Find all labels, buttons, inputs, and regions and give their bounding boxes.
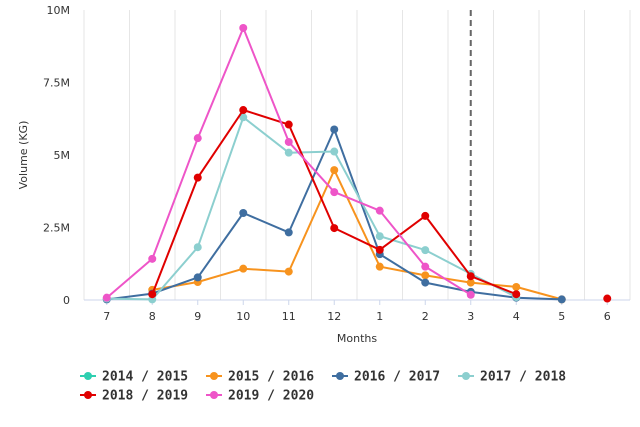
- legend-swatch-dot: [210, 391, 218, 399]
- x-tick-label: 12: [327, 310, 341, 323]
- data-point[interactable]: [102, 293, 111, 302]
- series-line: [106, 27, 472, 299]
- x-tick-label: 1: [376, 310, 383, 323]
- series-line: [106, 116, 517, 301]
- legend-item[interactable]: 2018 / 2019: [80, 389, 188, 404]
- legend-label: 2014 / 2015: [102, 370, 188, 385]
- data-point[interactable]: [375, 232, 384, 241]
- data-point[interactable]: [284, 120, 293, 129]
- legend-swatch-dot: [84, 372, 92, 380]
- data-point[interactable]: [421, 211, 430, 220]
- data-point[interactable]: [375, 262, 384, 271]
- data-point[interactable]: [148, 254, 157, 263]
- data-point[interactable]: [512, 290, 521, 299]
- data-point[interactable]: [557, 295, 566, 304]
- data-point[interactable]: [239, 113, 248, 122]
- data-point[interactable]: [330, 125, 339, 134]
- y-tick-label: 7.5M: [43, 77, 70, 90]
- x-tick-label: 3: [467, 310, 474, 323]
- legend-label: 2019 / 2020: [228, 389, 314, 404]
- grid: [83, 10, 631, 300]
- x-tick-label: 11: [282, 310, 296, 323]
- data-point[interactable]: [330, 147, 339, 156]
- data-point[interactable]: [466, 290, 475, 299]
- x-tick-label: 9: [194, 310, 201, 323]
- legend-swatch-dot: [462, 372, 470, 380]
- data-point[interactable]: [421, 246, 430, 255]
- x-tick-label: 6: [604, 310, 611, 323]
- legend-item[interactable]: 2015 / 2016: [206, 370, 314, 385]
- data-point[interactable]: [239, 106, 248, 115]
- data-point[interactable]: [375, 206, 384, 215]
- series-group: [102, 23, 612, 304]
- y-tick-label: 10M: [47, 4, 71, 17]
- data-point[interactable]: [239, 23, 248, 32]
- data-point[interactable]: [193, 243, 202, 252]
- x-tick-label: 5: [558, 310, 565, 323]
- legend-swatch-dot: [336, 372, 344, 380]
- data-point[interactable]: [239, 264, 248, 273]
- y-axis-title: Volume (KG): [17, 121, 30, 190]
- x-tick-label: 8: [149, 310, 156, 323]
- legend-swatch-dot: [210, 372, 218, 380]
- series: [148, 106, 612, 303]
- legend-item[interactable]: 2017 / 2018: [458, 370, 566, 385]
- data-point[interactable]: [284, 267, 293, 276]
- legend-label: 2018 / 2019: [102, 389, 188, 404]
- data-point[interactable]: [421, 278, 430, 287]
- data-point[interactable]: [466, 272, 475, 281]
- legend-item[interactable]: 2016 / 2017: [332, 370, 440, 385]
- data-point[interactable]: [330, 166, 339, 175]
- data-point[interactable]: [284, 148, 293, 157]
- legend-label: 2015 / 2016: [228, 370, 314, 385]
- legend-item[interactable]: 2019 / 2020: [206, 389, 314, 404]
- legend: 2014 / 2015 2015 / 2016 2016 / 2017 2017 / …: [80, 370, 566, 404]
- y-tick-label: 2.5M: [43, 222, 70, 235]
- y-tick-label: 5M: [54, 149, 71, 162]
- data-point[interactable]: [148, 290, 157, 299]
- x-tick-label: 2: [422, 310, 429, 323]
- data-point[interactable]: [330, 188, 339, 197]
- data-point[interactable]: [193, 134, 202, 143]
- data-point[interactable]: [330, 224, 339, 233]
- y-tick-label: 0: [63, 294, 70, 307]
- data-point[interactable]: [375, 245, 384, 254]
- data-point[interactable]: [421, 262, 430, 271]
- data-point[interactable]: [284, 137, 293, 146]
- x-tick-label: 4: [513, 310, 520, 323]
- data-point[interactable]: [421, 271, 430, 280]
- data-point[interactable]: [284, 228, 293, 237]
- data-point[interactable]: [512, 282, 521, 291]
- x-tick-label: 10: [236, 310, 250, 323]
- x-tick-label: 7: [103, 310, 110, 323]
- x-axis-title: Months: [337, 332, 377, 345]
- data-point[interactable]: [193, 173, 202, 182]
- data-point[interactable]: [239, 209, 248, 217]
- data-point[interactable]: [603, 294, 612, 303]
- data-point[interactable]: [193, 273, 202, 282]
- series: [102, 23, 475, 302]
- legend-item[interactable]: 2014 / 2015: [80, 370, 188, 385]
- data-point[interactable]: [466, 278, 475, 287]
- legend-swatch-dot: [84, 391, 92, 399]
- legend-label: 2017 / 2018: [480, 370, 566, 385]
- legend-label: 2016 / 2017: [354, 370, 440, 385]
